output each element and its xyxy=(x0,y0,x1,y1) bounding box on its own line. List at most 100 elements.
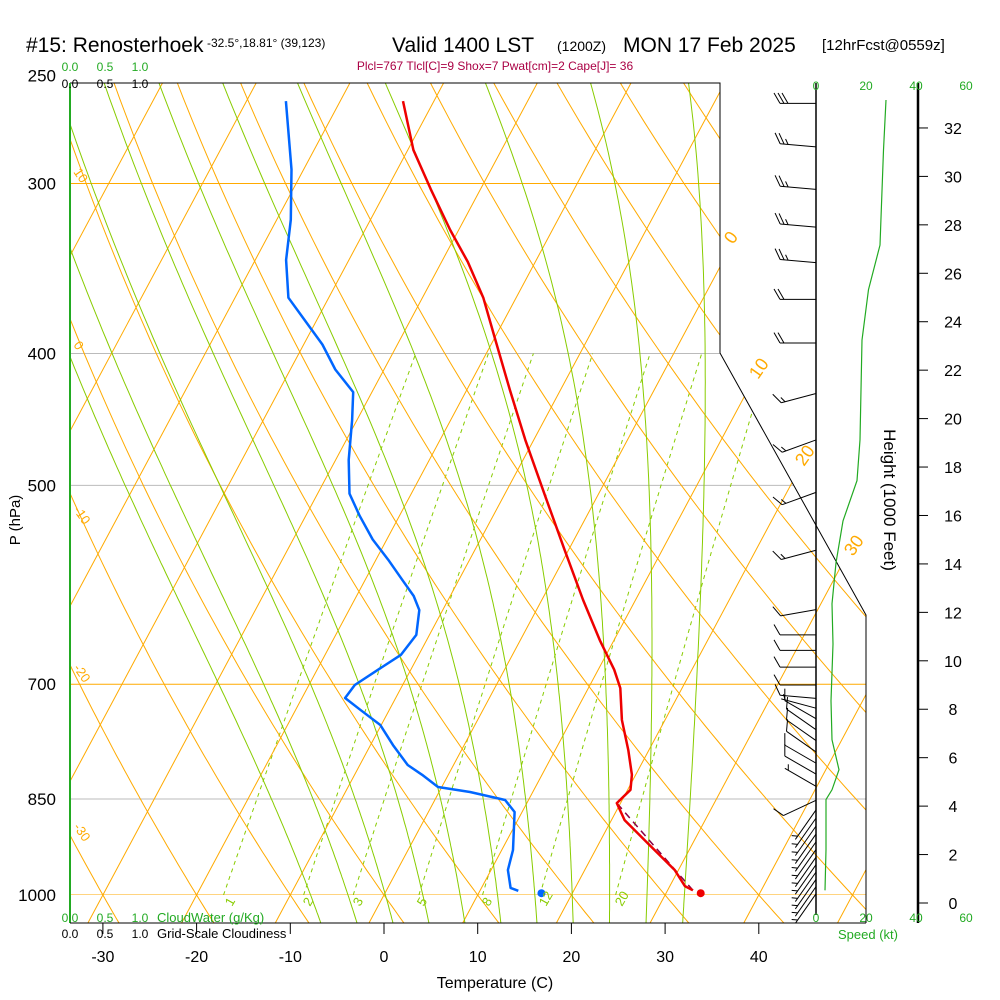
barb-full xyxy=(774,212,781,225)
x-tick-label: -20 xyxy=(185,949,208,966)
chart-title: #15: Renosterhoek -32.5°,18.81° (39,123)… xyxy=(26,34,945,73)
barb-full xyxy=(774,248,781,260)
wind-barb xyxy=(784,744,817,775)
dry-adiabat-line xyxy=(975,52,1000,930)
moist-adiabat-line xyxy=(472,83,611,923)
pressure-tick-label: 700 xyxy=(28,675,56,694)
valid-zulu: (1200Z) xyxy=(557,38,606,54)
dewpoint-line xyxy=(284,100,519,892)
wind-barb xyxy=(786,719,817,753)
wind-barb xyxy=(791,849,817,880)
dry-adiabat-line xyxy=(70,83,409,923)
barb-shaft xyxy=(794,871,817,902)
barb-shaft xyxy=(781,392,817,404)
x-tick-label: 20 xyxy=(563,949,581,966)
x-tick-label: -30 xyxy=(91,949,114,966)
wind-barb xyxy=(791,871,817,902)
wind-barb xyxy=(786,707,817,741)
pressure-tick-label: 850 xyxy=(28,790,56,809)
barb-full xyxy=(773,288,781,300)
speed-tick-bottom: 60 xyxy=(959,911,973,925)
barb-shaft xyxy=(794,893,817,924)
speed-tick-top: 0 xyxy=(813,79,820,93)
barb-full xyxy=(774,175,781,187)
moist-adiabat-line xyxy=(70,83,324,923)
wind-barb xyxy=(773,799,817,817)
barb-shaft xyxy=(794,856,817,887)
isotherm-line xyxy=(274,83,742,923)
barb-full xyxy=(772,550,782,560)
speed-tick-top: 60 xyxy=(959,79,973,93)
barb-half xyxy=(780,553,786,559)
cloudiness-tick-top: 1.0 xyxy=(132,77,149,91)
height-tick-label: 24 xyxy=(944,315,962,332)
wind-barb xyxy=(773,332,816,344)
cloudiness-tick-bottom: 0.5 xyxy=(97,927,114,941)
barb-full xyxy=(773,656,781,668)
isotherm-label: 10 xyxy=(745,354,773,382)
barb-full xyxy=(777,92,785,104)
barb-full xyxy=(778,248,785,261)
wind-barb xyxy=(791,864,817,895)
moist-adiabat-line xyxy=(70,83,360,923)
barb-shaft xyxy=(784,767,817,787)
speed-tick-bottom: 40 xyxy=(909,911,923,925)
mixing-ratio-line xyxy=(539,353,703,895)
barb-full xyxy=(786,707,789,720)
mixing-ratio-line xyxy=(418,353,594,895)
sounding-profiles xyxy=(284,99,887,898)
wind-speed-line xyxy=(824,99,887,891)
barb-shaft xyxy=(794,879,817,910)
barb-shaft xyxy=(786,730,817,753)
pressure-tick-label: 1000 xyxy=(18,886,56,905)
moist-adiabat-line xyxy=(92,83,431,923)
barb-half xyxy=(780,397,786,403)
barb-half xyxy=(785,181,789,188)
x-tick-label: 0 xyxy=(380,949,389,966)
cloudiness-tick-top: 0.0 xyxy=(62,77,79,91)
barb-half xyxy=(785,254,789,261)
height-tick-label: 2 xyxy=(949,848,958,865)
barb-half xyxy=(791,919,798,921)
adiabat-label: -20 xyxy=(71,661,94,685)
mixing-ratio-line xyxy=(352,353,534,895)
wind-barb xyxy=(773,674,816,686)
barb-half xyxy=(791,882,798,884)
barb-full xyxy=(777,332,785,344)
wind-barb xyxy=(772,439,817,453)
barb-shaft xyxy=(794,825,817,856)
barb-half xyxy=(791,897,798,899)
adiabat-label: -30 xyxy=(71,820,94,844)
stability-indices: Plcl=767 Tlcl[C]=9 Shox=7 Pwat[cm]=2 Cap… xyxy=(357,59,634,73)
background-lines-lower xyxy=(70,52,1000,930)
x-tick-label: 30 xyxy=(656,949,674,966)
wind-barb xyxy=(791,856,817,887)
dry-adiabat-line xyxy=(476,83,866,923)
valid-date: MON 17 Feb 2025 xyxy=(623,34,796,57)
barb-half xyxy=(791,835,798,837)
barb-shaft xyxy=(782,439,817,453)
barb-shaft xyxy=(780,694,817,699)
barb-full xyxy=(778,175,785,187)
height-tick-label: 6 xyxy=(949,751,958,768)
barb-full xyxy=(772,393,782,404)
height-tick-label: 32 xyxy=(944,121,962,138)
station-coords: -32.5°,18.81° (39,123) xyxy=(207,36,325,50)
wind-barb xyxy=(791,841,817,872)
wind-barb xyxy=(791,879,817,910)
barb-half xyxy=(785,219,789,225)
barb-shaft xyxy=(784,700,817,720)
cloudiness-tick-bottom: 1.0 xyxy=(132,927,149,941)
wind-barb xyxy=(784,733,817,764)
barb-shaft xyxy=(784,744,817,764)
dry-adiabat-line xyxy=(414,83,866,923)
surface-dewpoint-dot xyxy=(537,889,546,898)
height-tick-label: 20 xyxy=(944,412,962,429)
barb-half xyxy=(791,851,798,853)
barb-full xyxy=(773,639,781,651)
barb-full xyxy=(772,606,781,617)
wind-barb xyxy=(774,212,817,228)
wind-barb xyxy=(772,606,817,617)
barb-full xyxy=(781,92,789,104)
